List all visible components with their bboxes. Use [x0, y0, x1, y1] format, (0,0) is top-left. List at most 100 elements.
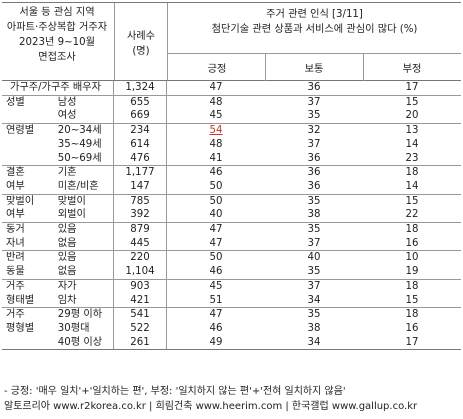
cell-neutral: 37 — [265, 94, 363, 110]
results-table: 가구주/가구주 배우자 1,324 47 36 17 성별 남성 655 48 37 15… — [2, 81, 461, 350]
row-label: 30평대 — [57, 322, 90, 334]
table-row: 동물 없음 1,104 46 35 19 — [2, 265, 461, 280]
cell-n: 785 — [113, 193, 167, 209]
cell-n: 421 — [113, 293, 167, 308]
cell-neutral: 34 — [307, 336, 321, 348]
cell-neutral: 35 — [307, 110, 321, 122]
row-label: 없음 — [57, 237, 77, 249]
cell-negative: 15 — [363, 94, 461, 110]
cell-neutral: 35 — [265, 222, 363, 237]
cell-negative: 17 — [405, 336, 419, 348]
group-label: 평형별 — [6, 322, 35, 334]
footnote-sources: 알토르리아 www.r2korea.co.kr | 희림건축 www.heeri… — [4, 401, 418, 412]
group-label: 연령별 — [2, 123, 58, 138]
table-row: 거주 29평 이하 541 47 35 18 — [2, 307, 461, 322]
cell-positive: 51 — [209, 294, 223, 306]
cell-positive: 48 — [166, 94, 265, 110]
footnotes: - 긍정: '매우 일치'+'일치하는 편', 부정: '일치하지 않는 편'+… — [4, 384, 417, 414]
cell-positive: 45 — [209, 110, 223, 122]
cell-neutral: 36 — [265, 81, 363, 96]
cell-neutral: 36 — [265, 165, 363, 180]
table-row: 40평 이상 261 49 34 17 — [2, 335, 461, 350]
cell-positive: 50 — [166, 250, 265, 266]
col-neutral: 보통 — [304, 64, 324, 75]
group-label — [2, 152, 58, 166]
group-label: 여부 — [6, 180, 25, 192]
group-label — [2, 336, 58, 350]
cell-n: 541 — [113, 307, 167, 322]
row-label: 있음 — [57, 250, 114, 266]
group-label: 여부 — [6, 209, 25, 221]
cell-positive: 47 — [166, 307, 265, 322]
table-row: 결혼 기혼 1,177 46 36 18 — [2, 165, 461, 180]
cell-positive: 47 — [166, 81, 265, 96]
row-label: 40평 이상 — [57, 336, 103, 348]
table-bottom-rule — [2, 349, 461, 351]
cell-n: 445 — [113, 236, 167, 251]
cell-negative: 15 — [405, 294, 419, 306]
cell-negative: 16 — [405, 237, 419, 249]
cell-negative: 15 — [363, 193, 461, 209]
cell-positive: 47 — [209, 237, 223, 249]
cell-n: 476 — [113, 151, 167, 166]
cell-neutral: 38 — [307, 322, 321, 334]
cell-positive: 48 — [209, 138, 223, 150]
group-label — [2, 138, 58, 152]
caption-line: 아파트·주상복합 거주자 — [6, 22, 108, 33]
table-row: 반려 있음 220 50 40 10 — [2, 250, 461, 266]
caption-line: 면접조사 — [38, 52, 76, 63]
cell-positive: 40 — [209, 209, 223, 221]
table-header: 서울 등 관심 지역 아파트·주상복합 거주자 2023년 9~10월 면접조사… — [2, 2, 461, 81]
sample-size-label: 사례수 — [126, 31, 156, 42]
cell-negative: 20 — [405, 110, 419, 122]
cell-neutral: 35 — [307, 266, 321, 278]
table-row-total: 가구주/가구주 배우자 1,324 47 36 17 — [2, 81, 461, 96]
cell-positive: 47 — [166, 222, 265, 237]
table-row: 형태별 임차 421 51 34 15 — [2, 293, 461, 308]
table-row: 성별 남성 655 48 37 15 — [2, 94, 461, 110]
table-row: 여부 미혼/비혼 147 50 36 14 — [2, 179, 461, 195]
cell-n: 1,177 — [113, 165, 167, 180]
cell-n: 147 — [113, 179, 167, 195]
cell-n: 220 — [113, 250, 167, 266]
sample-size-header: 사례수 (명) — [115, 29, 167, 59]
cell-negative: 13 — [363, 123, 461, 138]
cell-positive: 46 — [209, 266, 223, 278]
question-subtitle: 첨단기술 관련 상품과 서비스에 관심이 많다 (%) — [211, 24, 418, 35]
cell-n: 614 — [113, 137, 167, 152]
cell-n: 903 — [113, 278, 167, 294]
group-label: 동물 — [6, 266, 25, 278]
group-label: 결혼 — [2, 165, 58, 180]
cell-negative: 19 — [405, 266, 419, 278]
cell-positive: 45 — [166, 278, 265, 294]
cell-positive: 46 — [209, 322, 223, 334]
cell-positive: 54 — [166, 123, 265, 138]
cell-neutral: 37 — [307, 138, 321, 150]
group-label — [2, 109, 58, 123]
cell-negative: 23 — [405, 152, 419, 164]
group-label: 성별 — [2, 94, 58, 110]
row-label: 여성 — [57, 110, 77, 122]
row-label: 남성 — [57, 94, 114, 110]
row-label: 임차 — [57, 294, 77, 306]
row-label: 미혼/비혼 — [57, 180, 99, 192]
question-header: 주거 관련 인식 [3/11] 첨단기술 관련 상품과 서비스에 관심이 많다 … — [168, 7, 461, 37]
cell-n: 522 — [113, 321, 167, 336]
cell-negative: 22 — [405, 209, 419, 221]
group-label: 자녀 — [6, 237, 25, 249]
cell-negative: 10 — [363, 250, 461, 266]
row-label: 50~69세 — [57, 152, 102, 164]
row-label: 29평 이하 — [57, 307, 114, 322]
cell-n: 1,324 — [113, 81, 167, 96]
survey-table-container: 서울 등 관심 지역 아파트·주상복합 거주자 2023년 9~10월 면접조사… — [2, 2, 461, 351]
group-label: 거주 — [2, 278, 58, 294]
cell-negative: 18 — [363, 307, 461, 322]
cell-neutral: 36 — [307, 152, 321, 164]
question-title: 주거 관련 인식 [3/11] — [266, 9, 363, 20]
cell-neutral: 35 — [265, 307, 363, 322]
group-label: 형태별 — [6, 294, 35, 306]
cell-negative: 14 — [405, 180, 419, 192]
cell-neutral: 34 — [307, 294, 321, 306]
table-row: 연령별 20~34세 234 54 32 13 — [2, 123, 461, 138]
cell-n: 261 — [113, 335, 167, 350]
